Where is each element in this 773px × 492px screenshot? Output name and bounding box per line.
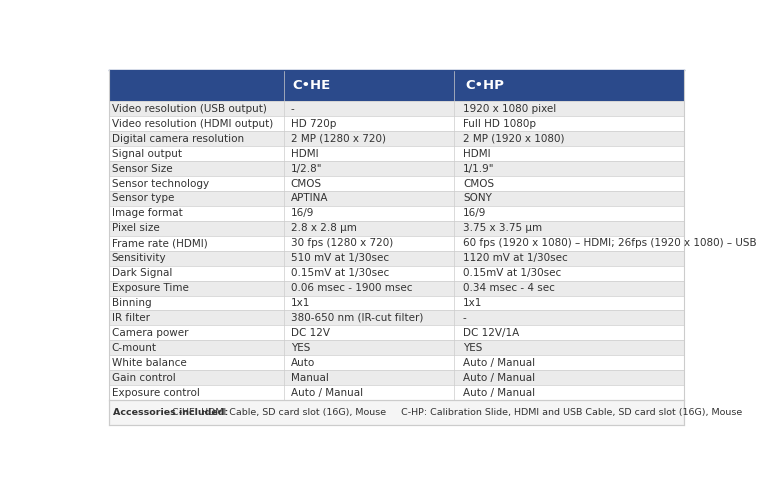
Text: 1x1: 1x1 <box>463 298 482 308</box>
Text: Sensitivity: Sensitivity <box>111 253 166 263</box>
FancyBboxPatch shape <box>108 146 684 161</box>
Text: 60 fps (1920 x 1080) – HDMI; 26fps (1920 x 1080) – USB: 60 fps (1920 x 1080) – HDMI; 26fps (1920… <box>463 238 757 248</box>
Text: Manual: Manual <box>291 372 329 383</box>
Text: C-HE: HDMI Cable, SD card slot (16G), Mouse     C-HP: Calibration Slide, HDMI an: C-HE: HDMI Cable, SD card slot (16G), Mo… <box>166 408 743 417</box>
Text: Accessories included:: Accessories included: <box>114 408 229 417</box>
Text: C-mount: C-mount <box>111 343 157 353</box>
Text: YES: YES <box>291 343 310 353</box>
Text: Auto / Manual: Auto / Manual <box>291 388 363 398</box>
Text: CMOS: CMOS <box>291 179 322 188</box>
FancyBboxPatch shape <box>108 221 684 236</box>
Text: Auto / Manual: Auto / Manual <box>463 388 535 398</box>
Text: 0.34 msec - 4 sec: 0.34 msec - 4 sec <box>463 283 555 293</box>
Text: Auto: Auto <box>291 358 315 368</box>
Text: 1/2.8": 1/2.8" <box>291 164 322 174</box>
Text: C•HE: C•HE <box>292 79 331 92</box>
FancyBboxPatch shape <box>108 355 684 370</box>
FancyBboxPatch shape <box>108 191 684 206</box>
FancyBboxPatch shape <box>108 325 684 340</box>
Text: 1/1.9": 1/1.9" <box>463 164 495 174</box>
Text: Sensor Size: Sensor Size <box>111 164 172 174</box>
Text: 380-650 nm (IR-cut filter): 380-650 nm (IR-cut filter) <box>291 313 423 323</box>
Text: Exposure Time: Exposure Time <box>111 283 189 293</box>
Text: Video resolution (USB output): Video resolution (USB output) <box>111 104 267 114</box>
FancyBboxPatch shape <box>108 370 684 385</box>
Text: DC 12V/1A: DC 12V/1A <box>463 328 519 338</box>
FancyBboxPatch shape <box>108 251 684 266</box>
Text: Exposure control: Exposure control <box>111 388 199 398</box>
Text: Digital camera resolution: Digital camera resolution <box>111 134 243 144</box>
Text: 2 MP (1920 x 1080): 2 MP (1920 x 1080) <box>463 134 564 144</box>
Text: 0.15mV at 1/30sec: 0.15mV at 1/30sec <box>463 268 561 278</box>
Text: HDMI: HDMI <box>463 149 491 159</box>
Text: 1x1: 1x1 <box>291 298 310 308</box>
Text: YES: YES <box>463 343 482 353</box>
Text: CMOS: CMOS <box>463 179 494 188</box>
Text: DC 12V: DC 12V <box>291 328 330 338</box>
FancyBboxPatch shape <box>108 70 684 101</box>
FancyBboxPatch shape <box>108 266 684 280</box>
Text: White balance: White balance <box>111 358 186 368</box>
FancyBboxPatch shape <box>108 206 684 221</box>
Text: Dark Signal: Dark Signal <box>111 268 172 278</box>
Text: -: - <box>463 313 467 323</box>
Text: 1120 mV at 1/30sec: 1120 mV at 1/30sec <box>463 253 567 263</box>
Text: 1920 x 1080 pixel: 1920 x 1080 pixel <box>463 104 556 114</box>
Text: 0.15mV at 1/30sec: 0.15mV at 1/30sec <box>291 268 389 278</box>
Text: 0.06 msec - 1900 msec: 0.06 msec - 1900 msec <box>291 283 412 293</box>
Text: Signal output: Signal output <box>111 149 182 159</box>
Text: 16/9: 16/9 <box>463 209 486 218</box>
FancyBboxPatch shape <box>108 310 684 325</box>
Text: Gain control: Gain control <box>111 372 175 383</box>
Text: SONY: SONY <box>463 193 492 204</box>
FancyBboxPatch shape <box>108 280 684 296</box>
Text: HD 720p: HD 720p <box>291 119 336 129</box>
Text: Camera power: Camera power <box>111 328 188 338</box>
Text: 2.8 x 2.8 μm: 2.8 x 2.8 μm <box>291 223 356 233</box>
FancyBboxPatch shape <box>108 340 684 355</box>
FancyBboxPatch shape <box>108 385 684 400</box>
Text: HDMI: HDMI <box>291 149 318 159</box>
Text: Sensor technology: Sensor technology <box>111 179 209 188</box>
Text: Frame rate (HDMI): Frame rate (HDMI) <box>111 238 207 248</box>
FancyBboxPatch shape <box>108 176 684 191</box>
Text: C•HP: C•HP <box>465 79 504 92</box>
Text: 510 mV at 1/30sec: 510 mV at 1/30sec <box>291 253 389 263</box>
Text: 3.75 x 3.75 μm: 3.75 x 3.75 μm <box>463 223 542 233</box>
FancyBboxPatch shape <box>108 117 684 131</box>
Text: 2 MP (1280 x 720): 2 MP (1280 x 720) <box>291 134 386 144</box>
FancyBboxPatch shape <box>108 236 684 251</box>
FancyBboxPatch shape <box>108 400 684 425</box>
Text: Binning: Binning <box>111 298 152 308</box>
FancyBboxPatch shape <box>108 161 684 176</box>
Text: 16/9: 16/9 <box>291 209 314 218</box>
Text: Image format: Image format <box>111 209 182 218</box>
Text: IR filter: IR filter <box>111 313 150 323</box>
FancyBboxPatch shape <box>108 296 684 310</box>
Text: Pixel size: Pixel size <box>111 223 159 233</box>
Text: Full HD 1080p: Full HD 1080p <box>463 119 536 129</box>
FancyBboxPatch shape <box>108 101 684 117</box>
Text: 30 fps (1280 x 720): 30 fps (1280 x 720) <box>291 238 393 248</box>
FancyBboxPatch shape <box>108 131 684 146</box>
Text: APTINA: APTINA <box>291 193 329 204</box>
Text: Auto / Manual: Auto / Manual <box>463 372 535 383</box>
Text: Video resolution (HDMI output): Video resolution (HDMI output) <box>111 119 273 129</box>
Text: Auto / Manual: Auto / Manual <box>463 358 535 368</box>
Text: -: - <box>291 104 295 114</box>
Text: Sensor type: Sensor type <box>111 193 174 204</box>
